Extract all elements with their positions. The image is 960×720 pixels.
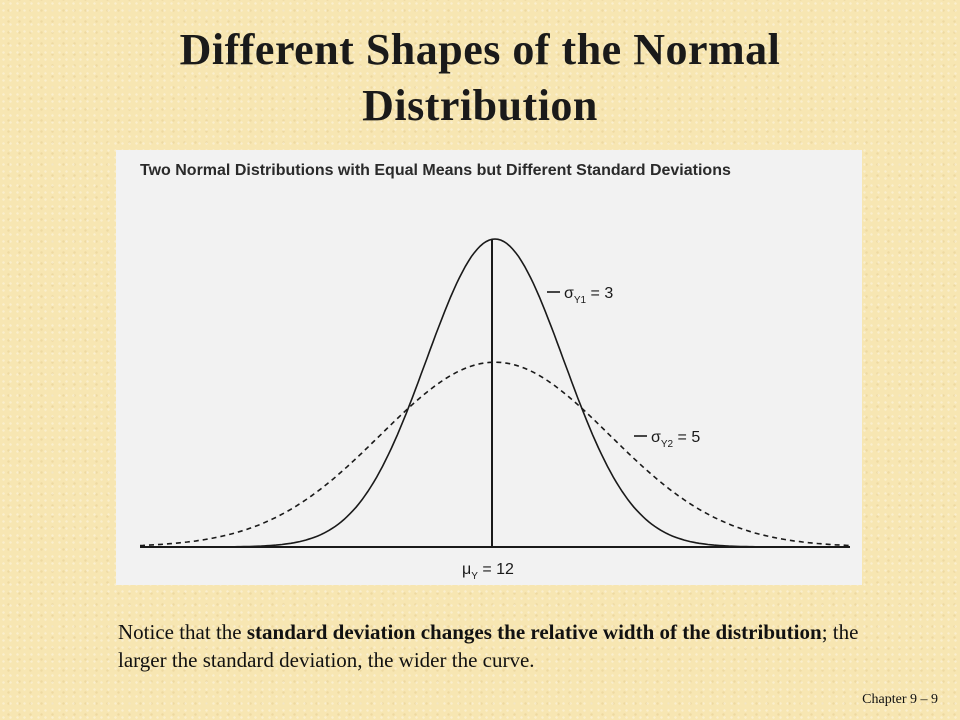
label-sigma-5-sub: Y2 <box>661 439 674 450</box>
caption-text: Notice that the standard deviation chang… <box>118 618 898 674</box>
caption-part2: ; the larger the standard deviation, the… <box>118 620 859 672</box>
label-mean-symbol: μ <box>462 561 471 578</box>
label-sigma-3-value: = 3 <box>586 285 613 302</box>
label-sigma-3: σY1 = 3 <box>564 285 613 306</box>
label-sigma-5: σY2 = 5 <box>651 429 700 450</box>
label-sigma-5-value: = 5 <box>673 429 700 446</box>
label-mean-sub: Y <box>471 571 478 582</box>
curve-sigma-5 <box>139 361 851 547</box>
caption-bold: standard deviation changes the relative … <box>246 620 822 644</box>
label-sigma-5-symbol: σ <box>651 429 661 446</box>
chart-figure: Two Normal Distributions with Equal Mean… <box>116 150 862 585</box>
normal-curves-chart: σY1 = 3 σY2 = 5 μY = 12 <box>139 238 851 582</box>
label-mean: μY = 12 <box>462 561 514 582</box>
curve-sigma-3 <box>140 238 850 548</box>
label-sigma-3-symbol: σ <box>564 285 574 302</box>
chart-title: Two Normal Distributions with Equal Mean… <box>140 162 731 179</box>
slide-title: Different Shapes of the Normal Distribut… <box>179 25 781 130</box>
label-mean-value: = 12 <box>478 561 514 578</box>
caption-part1: Notice that the <box>118 620 247 644</box>
label-sigma-3-sub: Y1 <box>574 295 587 306</box>
slide-footer: Chapter 9 – 9 <box>862 692 938 707</box>
